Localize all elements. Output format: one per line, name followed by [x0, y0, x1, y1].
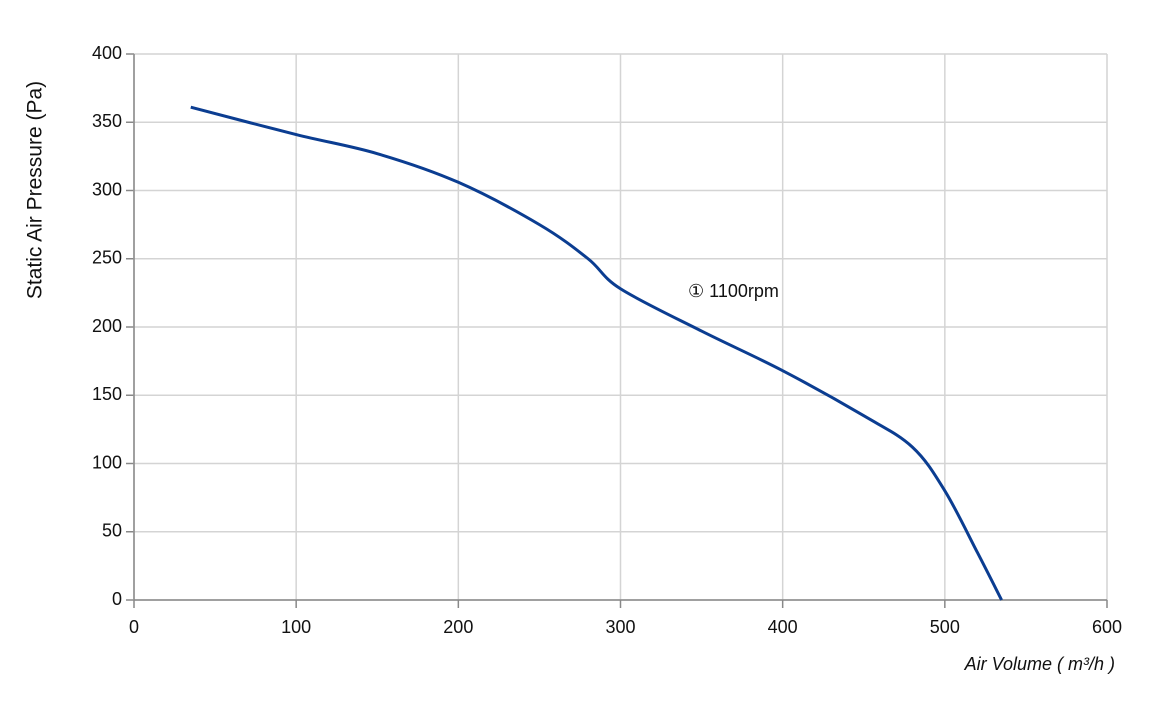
y-axis-label: Static Air Pressure (Pa) [24, 81, 47, 299]
x-tick-label: 200 [443, 617, 473, 637]
x-tick-label: 100 [281, 617, 311, 637]
x-tick-label: 0 [129, 617, 139, 637]
y-tick-label: 400 [92, 43, 122, 63]
x-tick-label: 400 [768, 617, 798, 637]
y-tick-label: 50 [102, 521, 122, 541]
y-tick-label: 200 [92, 316, 122, 336]
y-tick-label: 250 [92, 248, 122, 268]
y-tick-label: 100 [92, 452, 122, 472]
x-axis-label: Air Volume ( m³/h ) [964, 654, 1115, 674]
y-tick-label: 150 [92, 384, 122, 404]
y-tick-label: 350 [92, 111, 122, 131]
annotation: ① 1100rpm [688, 281, 779, 301]
y-tick-label: 0 [112, 589, 122, 609]
x-tick-label: 300 [605, 617, 635, 637]
y-tick-label: 300 [92, 179, 122, 199]
curve [190, 105, 1003, 601]
x-tick-label: 600 [1092, 617, 1122, 637]
x-tick-label: 500 [930, 617, 960, 637]
